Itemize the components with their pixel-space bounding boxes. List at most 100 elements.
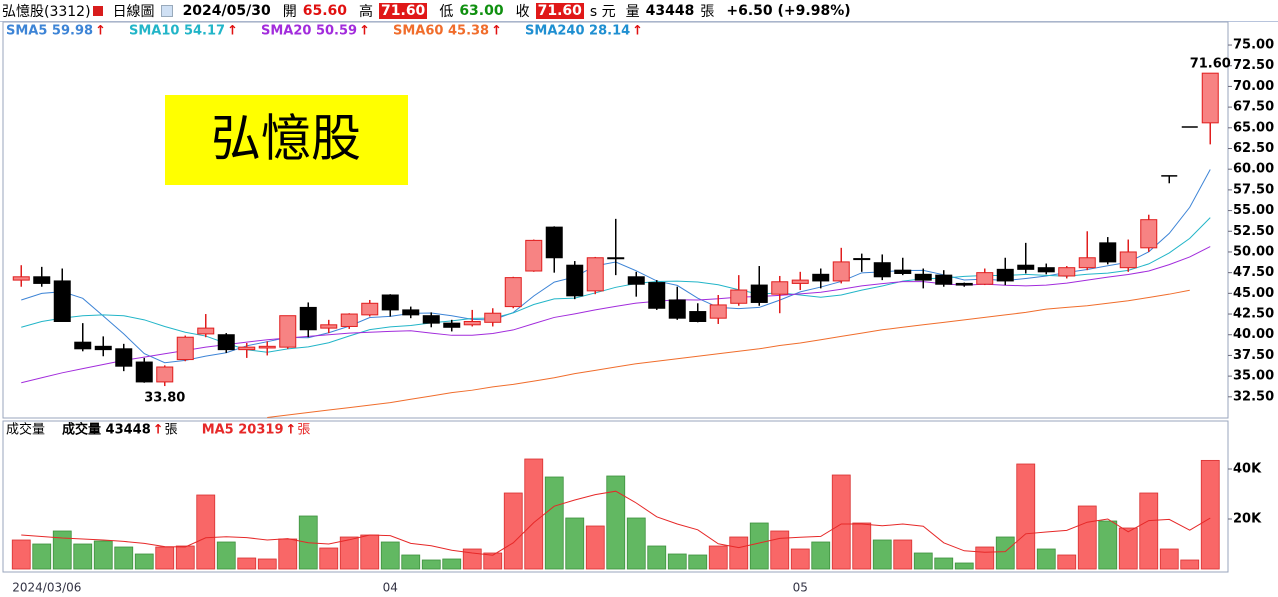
change: +6.50 (+9.98%)	[726, 2, 851, 19]
volume-bar	[770, 530, 790, 570]
volume-bar	[688, 554, 708, 570]
y-tick-label: 75.00	[1233, 38, 1274, 53]
x-tick-label: 04	[383, 581, 398, 595]
price-panel	[2, 21, 1229, 419]
volume-bar	[114, 546, 134, 570]
volume-bar	[975, 546, 995, 570]
field-label: 收	[515, 3, 530, 20]
icon	[92, 5, 103, 16]
y-tick-label: 40.00	[1233, 327, 1274, 342]
volume-bar	[503, 492, 523, 570]
y-tick-label: 32.50	[1233, 389, 1274, 404]
candle-body	[197, 327, 215, 335]
y-tick-label: 20K	[1233, 512, 1262, 527]
panel-title: 成交量	[6, 422, 45, 438]
volume-bar	[32, 543, 52, 570]
legend-arrow: ↑	[491, 24, 502, 39]
volume-bar	[1159, 548, 1179, 570]
y-tick-label: 65.00	[1233, 120, 1274, 135]
candle-body	[935, 274, 953, 285]
field-value: 63.00	[459, 2, 504, 19]
volume-bar	[1036, 548, 1056, 570]
volume-bar	[954, 562, 974, 570]
y-tick-label: 52.50	[1233, 224, 1274, 239]
volume-bar	[462, 548, 482, 570]
volume-bar	[831, 474, 851, 570]
volume-bar	[278, 538, 298, 570]
volume-label: 量	[625, 3, 640, 20]
candle-body	[33, 276, 51, 284]
x-tick-label: 2024/03/06	[12, 581, 81, 595]
watermark: 弘憶股	[211, 110, 361, 168]
volume-bar	[442, 558, 462, 570]
y-tick-label: 62.50	[1233, 141, 1274, 156]
min-label: 33.80	[144, 391, 185, 406]
volume-bar	[257, 558, 277, 570]
volume-bar	[852, 522, 872, 570]
volume-bar	[934, 557, 954, 570]
volume-bar	[749, 522, 769, 570]
icon	[160, 4, 173, 17]
y-tick-label: 70.00	[1233, 79, 1274, 94]
volume-bar	[93, 540, 113, 570]
volume-bar	[380, 541, 400, 570]
field-value: 71.60	[379, 2, 428, 19]
legend-unit: 張	[297, 423, 310, 438]
candle-body	[1099, 242, 1117, 263]
candle-body	[771, 281, 789, 295]
y-tick-label: 47.50	[1233, 265, 1274, 280]
field-label: 開	[282, 3, 297, 20]
legend-entry: SMA10 54.17	[129, 24, 225, 39]
candle-body	[135, 361, 153, 383]
volume-bar	[216, 541, 236, 570]
date: 2024/05/30	[182, 2, 271, 19]
candle-body	[1017, 264, 1035, 270]
candle-body	[607, 257, 625, 260]
legend-entry: 成交量 43448	[62, 422, 151, 438]
candle-body	[668, 299, 686, 319]
candle-body	[1078, 257, 1096, 269]
volume-bar	[544, 476, 564, 570]
volume-bar	[401, 554, 421, 570]
candle-body	[381, 294, 399, 311]
volume-bar	[1077, 505, 1097, 570]
y-tick-label: 40K	[1233, 462, 1262, 477]
volume-bar	[893, 539, 913, 570]
y-tick-label: 57.50	[1233, 182, 1274, 197]
candle-body	[853, 258, 871, 261]
candle-body	[94, 345, 112, 351]
volume-bar	[339, 536, 359, 570]
candle-body	[627, 276, 645, 285]
candle-body	[648, 282, 666, 309]
volume-bar	[524, 458, 544, 570]
volume-bar	[811, 541, 831, 570]
y-tick-label: 50.00	[1233, 244, 1274, 259]
candle-body	[361, 302, 379, 316]
candle-body	[320, 324, 338, 329]
candle-body	[1119, 251, 1137, 269]
y-tick-label: 37.50	[1233, 348, 1274, 363]
candle-body	[156, 366, 174, 383]
legend-arrow: ↑	[359, 24, 370, 39]
volume-bar	[52, 530, 72, 570]
volume-bar	[175, 545, 195, 570]
candle-body	[689, 311, 707, 322]
volume-bar	[73, 543, 93, 570]
x-tick-label: 05	[793, 581, 808, 595]
volume-bar	[585, 525, 605, 570]
volume-bar	[1200, 459, 1220, 570]
candle-body	[443, 322, 461, 328]
legend-arrow: ↑	[153, 423, 164, 438]
candle-body	[812, 273, 830, 282]
volume-bar	[913, 552, 933, 570]
field-value: 65.60	[302, 2, 348, 19]
volume-bar	[134, 553, 154, 570]
volume-bar	[1180, 559, 1200, 570]
candle-body	[873, 262, 891, 278]
legend-arrow: ↑	[285, 423, 296, 438]
candle-body	[504, 277, 522, 308]
candle-body	[1140, 219, 1158, 249]
y-tick-label: 60.00	[1233, 162, 1274, 177]
y-tick-label: 72.50	[1233, 58, 1274, 73]
